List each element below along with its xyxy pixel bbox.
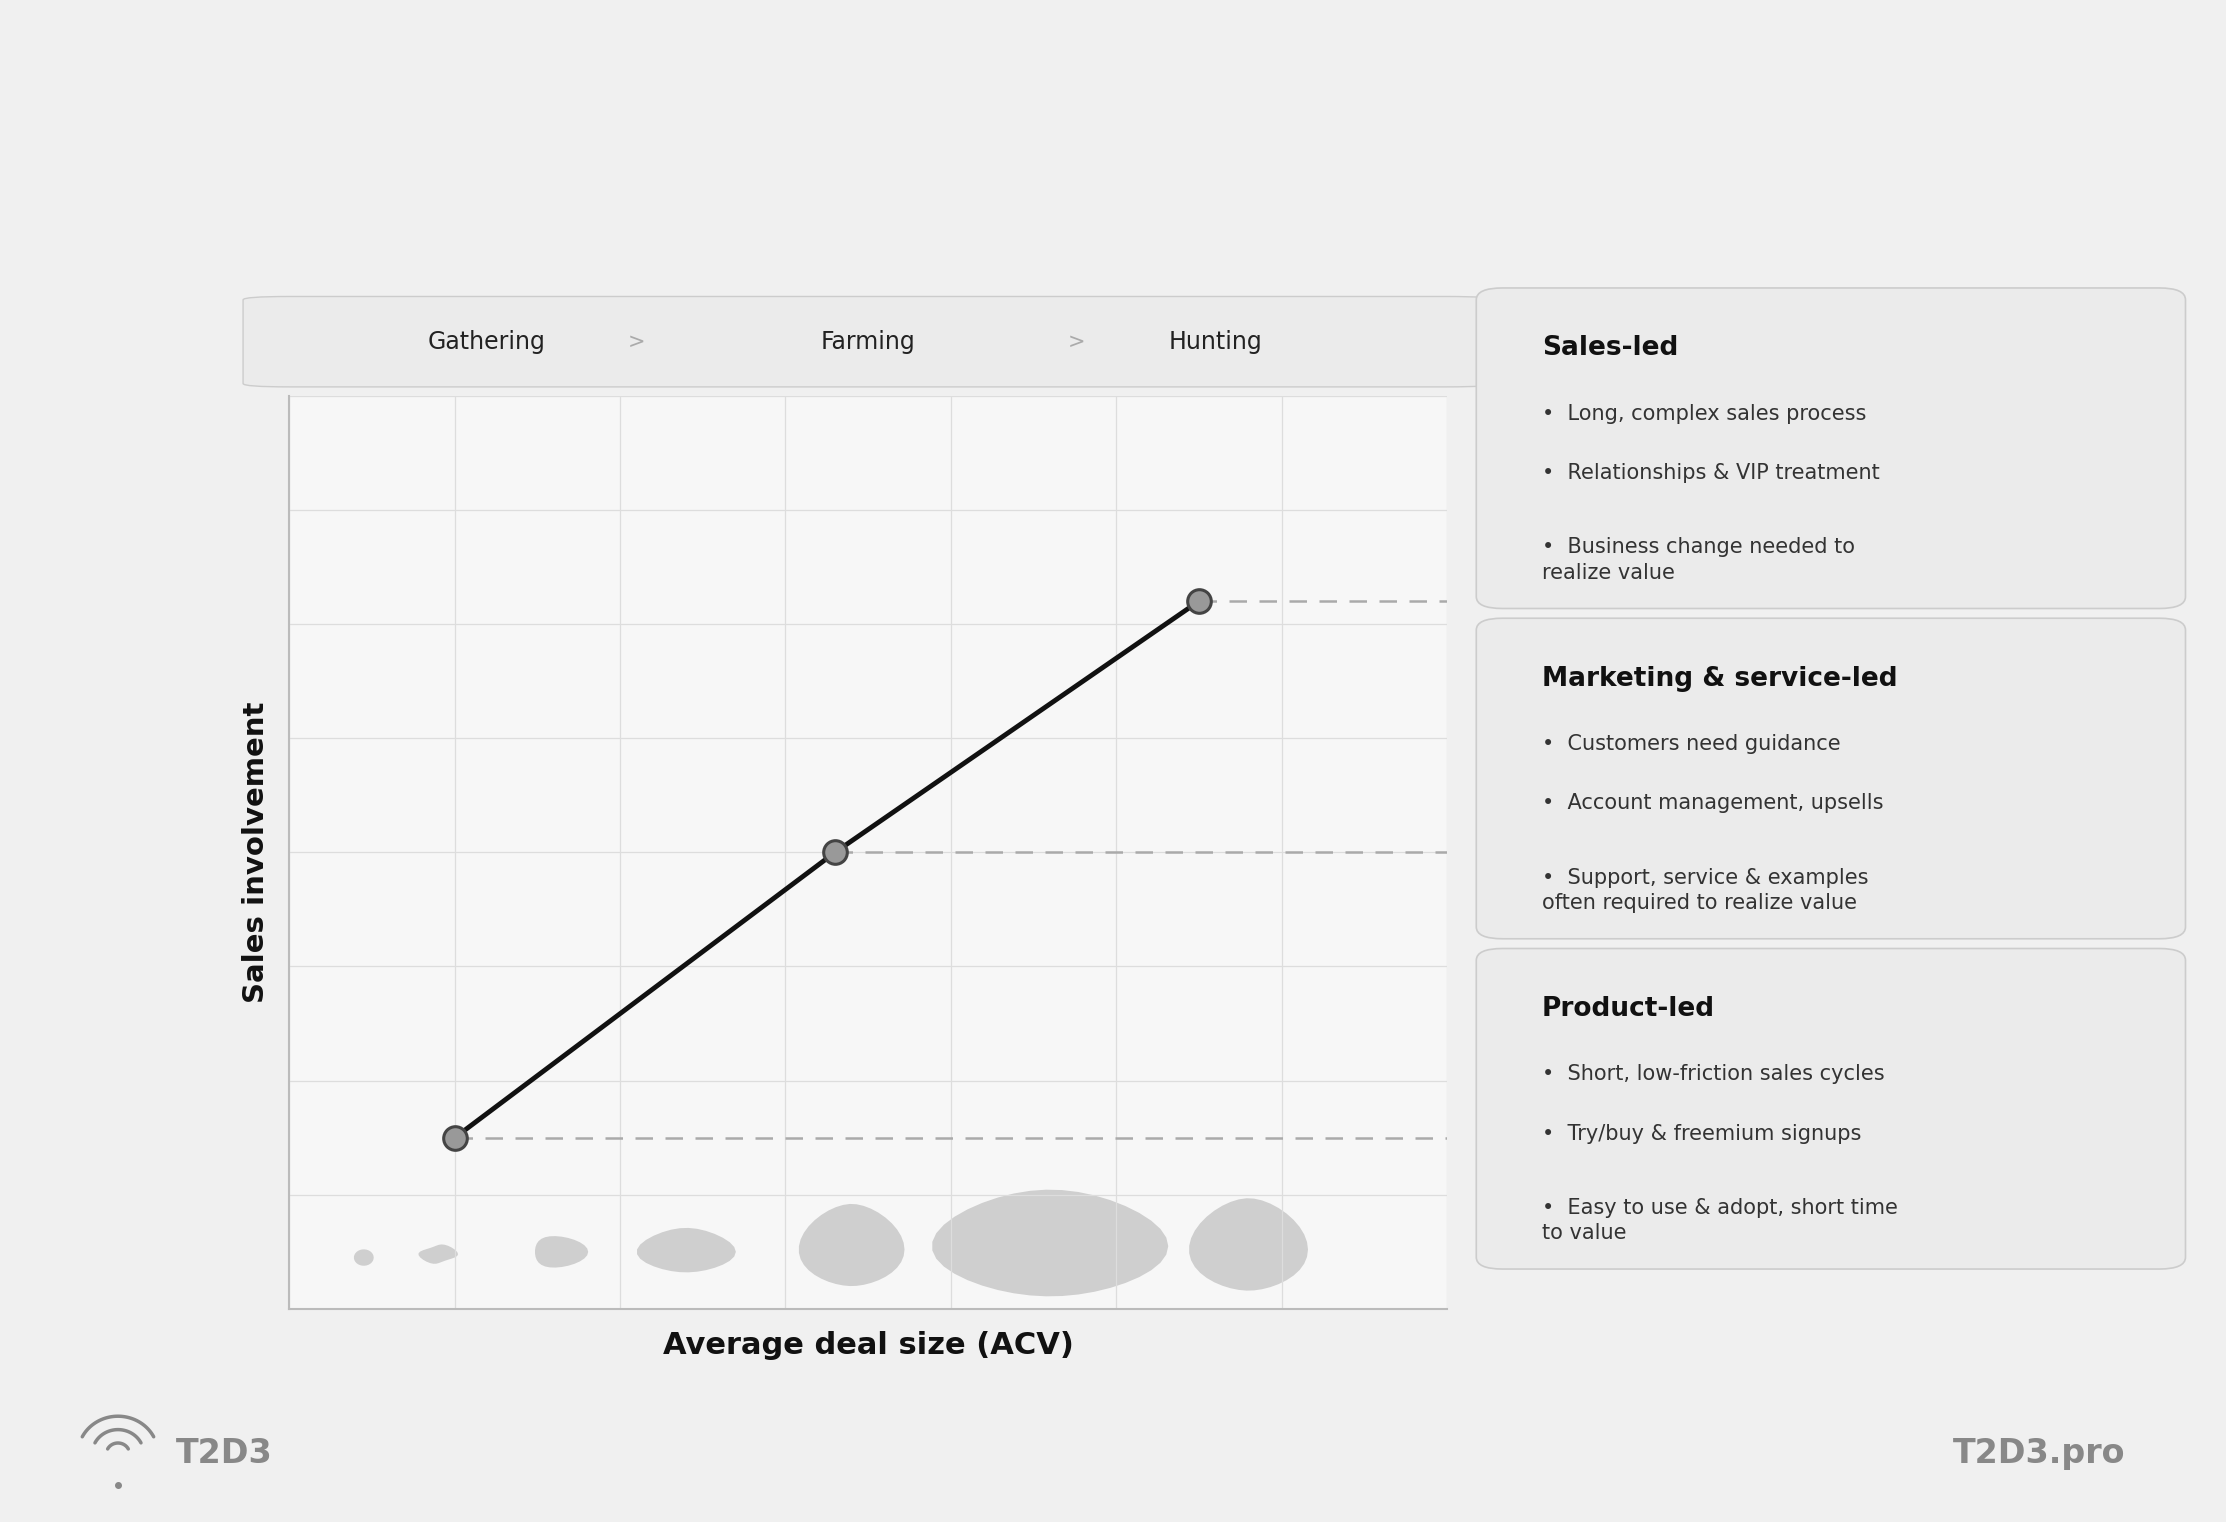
Text: •  Relationships & VIP treatment: • Relationships & VIP treatment — [1543, 463, 1879, 482]
Text: •  Business change needed to
realize value: • Business change needed to realize valu… — [1543, 537, 1854, 583]
Polygon shape — [637, 1228, 737, 1272]
X-axis label: Average deal size (ACV): Average deal size (ACV) — [663, 1332, 1073, 1361]
Text: Farming: Farming — [821, 330, 915, 353]
FancyBboxPatch shape — [1476, 618, 2186, 939]
Text: >: > — [1068, 332, 1086, 352]
Text: Hunting: Hunting — [1169, 330, 1262, 353]
Polygon shape — [1189, 1198, 1309, 1291]
Polygon shape — [354, 1250, 374, 1266]
Text: Marketing & service-led: Marketing & service-led — [1543, 665, 1897, 691]
Text: Product-led: Product-led — [1543, 995, 1714, 1021]
Text: •  Try/buy & freemium signups: • Try/buy & freemium signups — [1543, 1123, 1861, 1143]
Text: >: > — [628, 332, 646, 352]
Polygon shape — [799, 1204, 904, 1286]
Polygon shape — [418, 1245, 459, 1263]
Text: •  Long, complex sales process: • Long, complex sales process — [1543, 403, 1865, 423]
Text: •  Easy to use & adopt, short time
to value: • Easy to use & adopt, short time to val… — [1543, 1198, 1899, 1243]
Text: •  Support, service & examples
often required to realize value: • Support, service & examples often requ… — [1543, 868, 1868, 913]
Y-axis label: Sales involvement: Sales involvement — [243, 702, 269, 1003]
Polygon shape — [534, 1236, 588, 1268]
Text: Gathering: Gathering — [427, 330, 545, 353]
Text: •  Short, low-friction sales cycles: • Short, low-friction sales cycles — [1543, 1064, 1885, 1084]
Polygon shape — [933, 1190, 1169, 1297]
FancyBboxPatch shape — [1476, 288, 2186, 609]
FancyBboxPatch shape — [243, 297, 1494, 387]
FancyBboxPatch shape — [1476, 948, 2186, 1269]
Text: Sales-led: Sales-led — [1543, 335, 1678, 361]
Text: T2D3: T2D3 — [176, 1437, 272, 1470]
Text: •  Account management, upsells: • Account management, upsells — [1543, 793, 1883, 813]
Text: •  Customers need guidance: • Customers need guidance — [1543, 734, 1841, 753]
Text: T2D3.pro: T2D3.pro — [1954, 1437, 2126, 1470]
